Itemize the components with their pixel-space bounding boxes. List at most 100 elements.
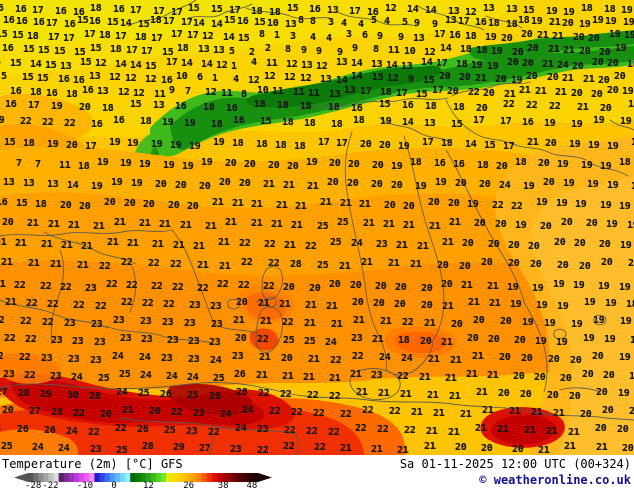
temperature-value: 19 <box>0 115 5 126</box>
temperature-value: 8 <box>285 44 291 55</box>
temperature-value: 21 <box>563 45 575 56</box>
temperature-value: 21 <box>433 408 445 419</box>
temperature-value: 20 <box>629 406 634 417</box>
scale-swatch <box>222 473 228 482</box>
temperature-value: 25 <box>317 260 329 271</box>
temperature-value: 28 <box>142 441 154 452</box>
temperature-value: 9 <box>337 47 343 58</box>
temperature-value: 22 <box>549 101 561 112</box>
temperature-value: 20 <box>372 160 384 171</box>
temperature-value: 25 <box>98 373 110 384</box>
temperature-value: 22 <box>258 388 270 399</box>
temperature-value: 12 <box>109 72 121 83</box>
temperature-value: 20 <box>403 201 415 212</box>
scale-swatch <box>109 473 116 482</box>
temperature-value: 19 <box>593 315 605 326</box>
temperature-value: 22 <box>142 298 154 309</box>
temperature-value: 17 <box>349 6 361 17</box>
temperature-value: 21 <box>472 351 484 362</box>
temperature-value: 22 <box>330 355 342 366</box>
temperature-value: 21 <box>307 181 319 192</box>
temperature-value: 19 <box>571 319 583 330</box>
temperature-value: 19 <box>522 317 534 328</box>
scale-swatch <box>196 473 203 482</box>
temperature-value: 21 <box>411 407 423 418</box>
temperature-value: 20 <box>488 334 500 345</box>
temperature-value: 23 <box>209 337 221 348</box>
temperature-value: 12 <box>424 47 436 58</box>
temperature-value: 21 <box>372 334 384 345</box>
temperature-value: 23 <box>68 354 80 365</box>
temperature-value: 17 <box>85 141 97 152</box>
temperature-value: 20 <box>441 279 453 290</box>
temperature-value: 20 <box>488 239 500 250</box>
temperature-value: 22 <box>402 317 414 328</box>
temperature-value: 21 <box>256 370 268 381</box>
temperature-value: 23 <box>184 318 196 329</box>
temperature-value: 20 <box>379 140 391 151</box>
temperature-value: 17 <box>130 5 142 16</box>
temperature-value: 18 <box>90 3 102 14</box>
temperature-value: 20 <box>373 298 385 309</box>
temperature-value: 18 <box>27 31 39 42</box>
scale-swatch <box>191 473 198 482</box>
temperature-value: 20 <box>236 297 248 308</box>
temperature-value: 15 <box>138 19 150 30</box>
temperature-value: 18 <box>460 44 472 55</box>
temperature-value: 24 <box>116 387 128 398</box>
temperature-value: 21 <box>139 218 151 229</box>
temperature-value: 12 <box>316 61 328 72</box>
temperature-value: 20 <box>571 88 583 99</box>
temperature-value: 20 <box>602 405 614 416</box>
temperature-value: 12 <box>284 72 296 83</box>
temperature-map[interactable]: 1616171616181617171715151718181516131716… <box>0 0 634 455</box>
temperature-value: 21 <box>562 73 574 84</box>
temperature-value: 12 <box>264 71 276 82</box>
temperature-value: 18 <box>476 45 488 56</box>
temperature-value: 19 <box>628 99 634 110</box>
temperature-value: 10 <box>267 18 279 29</box>
temperature-value: 15 <box>16 198 28 209</box>
temperature-value: 6 <box>362 30 368 41</box>
temperature-value: 21 <box>0 237 7 248</box>
temperature-value: 15 <box>90 43 102 54</box>
temperature-value: 21 <box>283 180 295 191</box>
temperature-value: 23 <box>141 334 153 345</box>
temperature-value: 8 <box>241 89 247 100</box>
temperature-value: 16 <box>449 30 461 41</box>
temperature-value: 21 <box>114 217 126 228</box>
temperature-value: 19 <box>523 181 535 192</box>
temperature-value: 15 <box>54 46 66 57</box>
temperature-value: 21 <box>93 221 105 232</box>
temperature-value: 8 <box>259 29 265 40</box>
temperature-value: 19 <box>587 179 599 190</box>
temperature-value: 19 <box>573 280 585 291</box>
temperature-value: 20 <box>352 297 364 308</box>
temperature-value: 14 <box>425 5 437 16</box>
temperature-value: 14 <box>181 58 193 69</box>
temperature-value: 21 <box>197 260 209 271</box>
temperature-value: 22 <box>268 258 280 269</box>
temperature-value: 23 <box>210 301 222 312</box>
temperature-value: 20 <box>600 103 612 114</box>
temperature-value: 21 <box>449 391 461 402</box>
temperature-value: 21 <box>555 87 567 98</box>
temperature-value: 19 <box>618 388 630 399</box>
temperature-value: 17 <box>153 6 165 17</box>
temperature-value: 19 <box>620 240 632 251</box>
temperature-value: 20 <box>175 180 187 191</box>
temperature-value: 21 <box>549 17 561 28</box>
temperature-value: 19 <box>606 219 618 230</box>
temperature-value: 13 <box>413 33 425 44</box>
temperature-value: 20 <box>534 372 546 383</box>
temperature-value: 22 <box>40 281 52 292</box>
temperature-value: 21 <box>552 31 564 42</box>
temperature-value: 23 <box>140 316 152 327</box>
temperature-value: 21 <box>466 369 478 380</box>
temperature-value: 25 <box>330 237 342 248</box>
temperature-value: 17 <box>434 29 446 40</box>
temperature-value: 19 <box>380 116 392 127</box>
temperature-value: 21 <box>396 240 408 251</box>
temperature-value: 18 <box>294 141 306 152</box>
